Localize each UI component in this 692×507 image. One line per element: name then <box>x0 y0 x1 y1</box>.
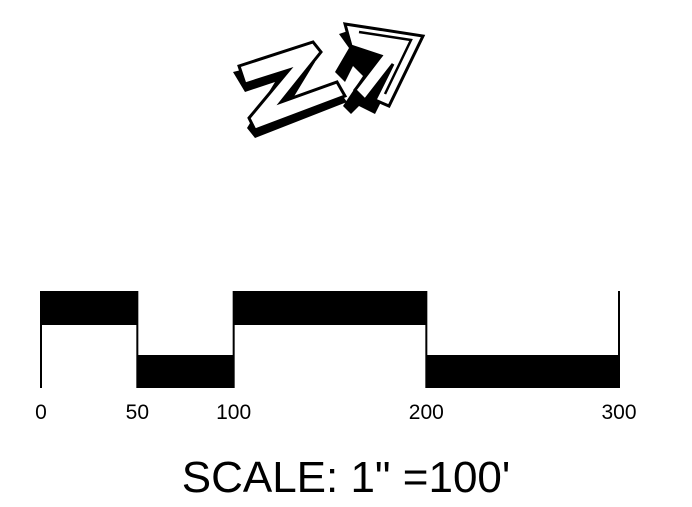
north-arrow-icon <box>233 22 426 138</box>
scale-bar-segment-100-200 <box>233 291 427 325</box>
scale-bar-tick-label-300: 300 <box>601 401 637 424</box>
scale-bar-tick-label-100: 100 <box>216 401 252 424</box>
north-arrow-z-shape <box>233 40 348 138</box>
scale-text: SCALE: 1" =100' <box>181 453 511 502</box>
north-arrow-arrow-shape <box>335 22 426 114</box>
north-arrow-arrow-face <box>342 22 426 108</box>
scale-bar-tick-label-50: 50 <box>125 401 150 424</box>
scale-bar-segment-200-300 <box>426 355 619 388</box>
scale-bar-tick-label-200: 200 <box>408 401 444 424</box>
north-arrow-z-face <box>237 40 348 132</box>
scale-bar-tick-label-0: 0 <box>35 401 47 424</box>
scale-bar-segment-0-50 <box>41 291 138 325</box>
scale-bar <box>40 291 620 388</box>
scale-bar-segment-50-100 <box>137 355 234 388</box>
north-arrow-arrow-inner-line <box>358 30 413 95</box>
